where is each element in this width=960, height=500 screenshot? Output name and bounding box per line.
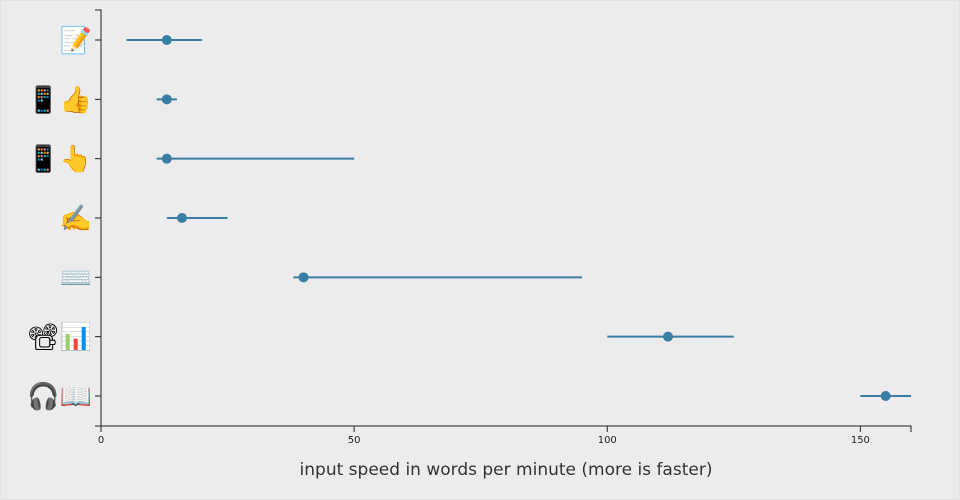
data-point	[161, 35, 172, 45]
x-axis-line	[100, 425, 912, 432]
y-axis: 📝 📱👍 📱👆 ✍️ ⌨️ 📽📊 🎧📖	[27, 9, 102, 427]
data-point	[161, 94, 172, 105]
data-point	[663, 331, 673, 342]
category-label: ✍️	[60, 204, 92, 234]
category-label: ⌨️	[60, 263, 92, 293]
category-label: 📽📊	[27, 322, 92, 353]
x-tick-label: 50	[348, 435, 361, 446]
x-axis-label: input speed in words per minute (more is…	[300, 460, 713, 480]
data-point	[880, 390, 891, 401]
category-label: 🎧📖	[27, 381, 92, 412]
x-axis: 0 50 100 150	[98, 425, 912, 446]
x-tick-label: 100	[598, 435, 617, 446]
plot-marks	[126, 35, 911, 401]
category-label: 📝	[60, 25, 92, 56]
data-point	[177, 212, 187, 223]
x-tick-label: 150	[851, 435, 870, 446]
data-point	[161, 153, 172, 164]
data-point	[298, 272, 309, 283]
x-tick-label: 0	[98, 435, 104, 446]
category-label: 📱👆	[27, 144, 92, 175]
category-label: 📱👍	[27, 84, 92, 115]
